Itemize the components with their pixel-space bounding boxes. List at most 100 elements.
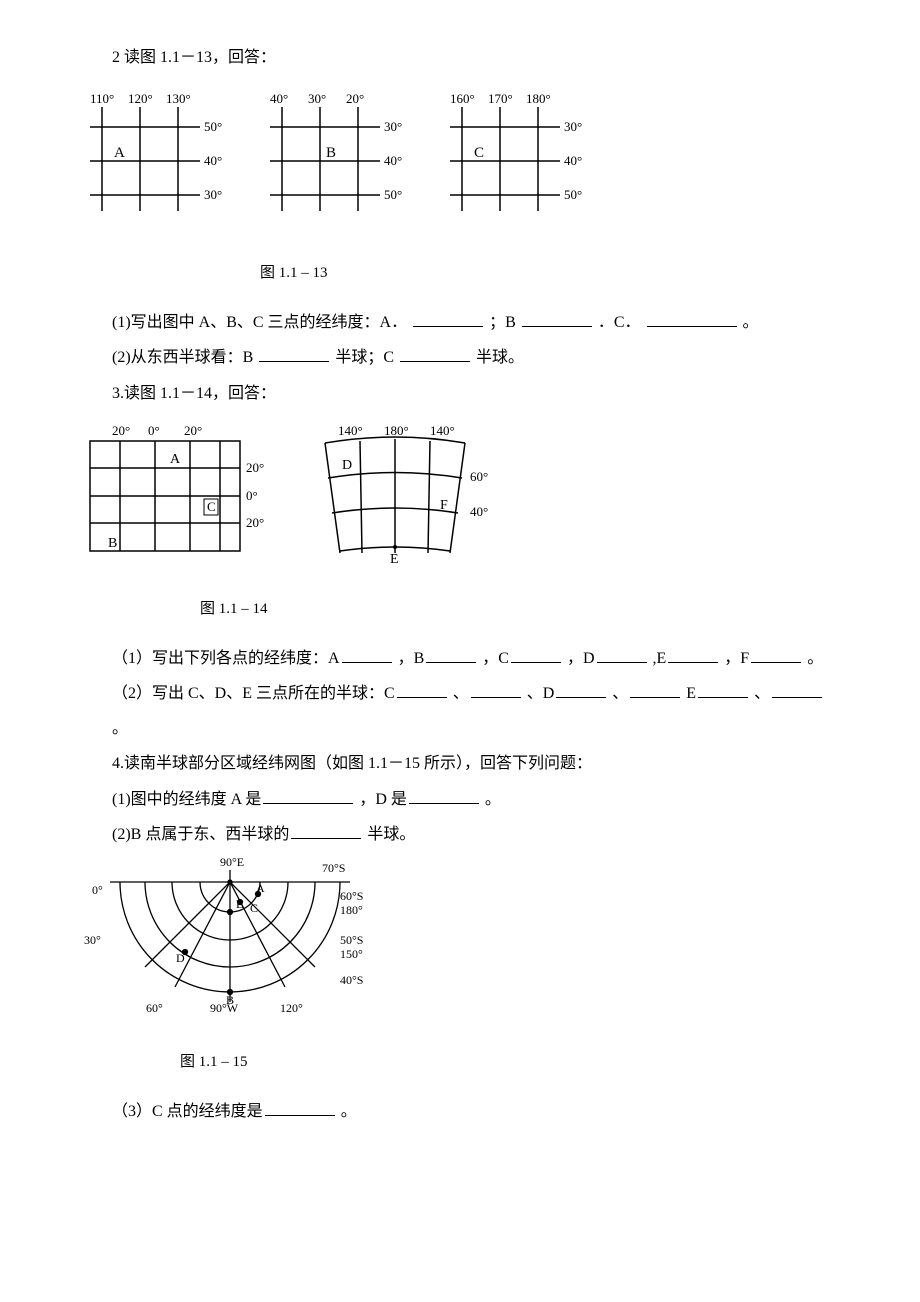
blank-q3-2-e1[interactable] bbox=[698, 681, 748, 698]
q2-2-text-b: 半球；C bbox=[335, 349, 394, 366]
q4-1-b: ，D 是 bbox=[359, 791, 407, 808]
blank-q4-2[interactable] bbox=[291, 822, 361, 839]
q3-1-b: ，B bbox=[398, 650, 425, 667]
q4-2: (2)B 点属于东、西半球的 半球。 bbox=[80, 817, 840, 852]
figure-1-1-13: 110° 120° 130° 50° 40° 30° A 40° 30° 20° bbox=[80, 81, 840, 251]
g2-r-1: 40° bbox=[384, 153, 402, 168]
f15-r0: 70°S bbox=[322, 861, 345, 875]
f15-r5: 40°S bbox=[340, 973, 363, 987]
f14r-E-dot bbox=[393, 545, 397, 549]
g2-top-0: 40° bbox=[270, 91, 288, 106]
g1-top-0: 110° bbox=[90, 91, 114, 106]
q4-intro: 4.读南半球部分区域经纬网图（如图 1.1－15 所示），回答下列问题： bbox=[80, 746, 840, 781]
f15-C: C bbox=[250, 901, 258, 915]
f15-b2: 120° bbox=[280, 1001, 303, 1015]
q4-intro-text: 4.读南半球部分区域经纬网图（如图 1.1－15 所示），回答下列问题： bbox=[112, 755, 592, 772]
g1-r-0: 50° bbox=[204, 119, 222, 134]
fig13-caption-text: 图 1.1 – 13 bbox=[260, 265, 328, 281]
q2-1-text-a: (1)写出图中 A、B、C 三点的经纬度：A． bbox=[112, 314, 407, 331]
q4-2-b: 半球。 bbox=[367, 826, 415, 843]
q3-2-end: 。 bbox=[112, 720, 128, 737]
blank-q4-3[interactable] bbox=[265, 1099, 335, 1116]
f14l-r2: 20° bbox=[246, 515, 264, 530]
f15-E: E bbox=[236, 897, 243, 911]
q4-1: (1)图中的经纬度 A 是 ，D 是 。 bbox=[80, 782, 840, 817]
q3-1-c: ，C bbox=[482, 650, 509, 667]
q3-2-sep3: 、 bbox=[754, 685, 770, 702]
q2-2-text-a: (2)从东西半球看：B bbox=[112, 349, 253, 366]
f14r-F: F bbox=[440, 498, 448, 513]
q3-1-f: ，F bbox=[724, 650, 749, 667]
g3-top-0: 160° bbox=[450, 91, 475, 106]
blank-q3-2-c2[interactable] bbox=[471, 681, 521, 698]
fig13-svg: 110° 120° 130° 50° 40° 30° A 40° 30° 20° bbox=[80, 81, 620, 251]
blank-q3-1-b[interactable] bbox=[426, 646, 476, 663]
g3-r-1: 40° bbox=[564, 153, 582, 168]
q3-2-a: （2）写出 C、D、E 三点所在的半球：C bbox=[112, 685, 395, 702]
blank-q4-1-d[interactable] bbox=[409, 787, 479, 804]
q3-2-e: E bbox=[686, 685, 696, 702]
f14r-60: 60° bbox=[470, 469, 488, 484]
fig13-caption: 图 1.1 – 13 bbox=[260, 257, 840, 290]
q4-1-end: 。 bbox=[485, 791, 501, 808]
q3-2-sep2: 、 bbox=[612, 685, 628, 702]
g1-top-1: 120° bbox=[128, 91, 153, 106]
g3-r-0: 30° bbox=[564, 119, 582, 134]
f15-r2: 180° bbox=[340, 903, 363, 917]
blank-q3-2-d1[interactable] bbox=[556, 681, 606, 698]
q3-2: （2）写出 C、D、E 三点所在的半球：C 、 、D 、 E 、 。 bbox=[80, 676, 840, 746]
q2-1-text-c: ．C． bbox=[598, 314, 641, 331]
g1-label: A bbox=[114, 145, 125, 161]
fig15-caption: 图 1.1 – 15 bbox=[180, 1046, 840, 1079]
g2-r-2: 50° bbox=[384, 187, 402, 202]
q2-2-text-c: 半球。 bbox=[476, 349, 524, 366]
f15-D: D bbox=[176, 951, 185, 965]
g1-r-2: 30° bbox=[204, 187, 222, 202]
q2-intro-text: 2 读图 1.1－13，回答： bbox=[112, 49, 276, 66]
blank-q3-1-d[interactable] bbox=[597, 646, 647, 663]
blank-q3-1-f[interactable] bbox=[751, 646, 801, 663]
q4-3: （3）C 点的经纬度是 。 bbox=[80, 1094, 840, 1129]
blank-q3-1-c[interactable] bbox=[511, 646, 561, 663]
f15-l0: 0° bbox=[92, 883, 103, 897]
f15-b1: 90°W bbox=[210, 1001, 239, 1015]
q3-1-end: 。 bbox=[807, 650, 823, 667]
blank-q3-1-e[interactable] bbox=[668, 646, 718, 663]
q4-3-a: （3）C 点的经纬度是 bbox=[112, 1103, 263, 1120]
figure-1-1-15: 90°E 70°S 60°S 180° 50°S 150° 40°S 0° 30… bbox=[80, 852, 840, 1079]
q3-1: （1）写出下列各点的经纬度：A ，B ，C ，D ,E ，F 。 bbox=[80, 641, 840, 676]
g2-top-1: 30° bbox=[308, 91, 326, 106]
blank-q2-1-a[interactable] bbox=[413, 310, 483, 327]
f14r-t1: 180° bbox=[384, 423, 409, 438]
q3-1-a: （1）写出下列各点的经纬度：A bbox=[112, 650, 340, 667]
blank-q2-1-b[interactable] bbox=[522, 310, 592, 327]
fig15-caption-text: 图 1.1 – 15 bbox=[180, 1054, 248, 1070]
fig14-caption: 图 1.1 – 14 bbox=[200, 593, 840, 626]
f14l-t2: 20° bbox=[184, 423, 202, 438]
f15-b0: 60° bbox=[146, 1001, 163, 1015]
blank-q3-2-d2[interactable] bbox=[630, 681, 680, 698]
f14l-A: A bbox=[170, 452, 181, 467]
blank-q2-1-c[interactable] bbox=[647, 310, 737, 327]
f15-A: A bbox=[256, 881, 265, 895]
f14r-t2: 140° bbox=[430, 423, 455, 438]
q2-1-end: 。 bbox=[743, 314, 759, 331]
f15-B: B bbox=[226, 993, 234, 1007]
g3-top-1: 170° bbox=[488, 91, 513, 106]
blank-q2-2-b[interactable] bbox=[259, 345, 329, 362]
q3-1-e: ,E bbox=[653, 650, 667, 667]
blank-q3-1-a[interactable] bbox=[342, 646, 392, 663]
blank-q3-2-e2[interactable] bbox=[772, 681, 822, 698]
g1-top-2: 130° bbox=[166, 91, 191, 106]
blank-q3-2-c1[interactable] bbox=[397, 681, 447, 698]
g2-r-0: 30° bbox=[384, 119, 402, 134]
q2-1-text-b: ；B bbox=[489, 314, 516, 331]
f14r-D: D bbox=[342, 458, 352, 473]
q3-1-d: ，D bbox=[567, 650, 595, 667]
f15-top: 90°E bbox=[220, 855, 244, 869]
g3-r-2: 50° bbox=[564, 187, 582, 202]
g3-top-2: 180° bbox=[526, 91, 551, 106]
g3-label: C bbox=[474, 145, 484, 161]
blank-q2-2-c[interactable] bbox=[400, 345, 470, 362]
blank-q4-1-a[interactable] bbox=[263, 787, 353, 804]
